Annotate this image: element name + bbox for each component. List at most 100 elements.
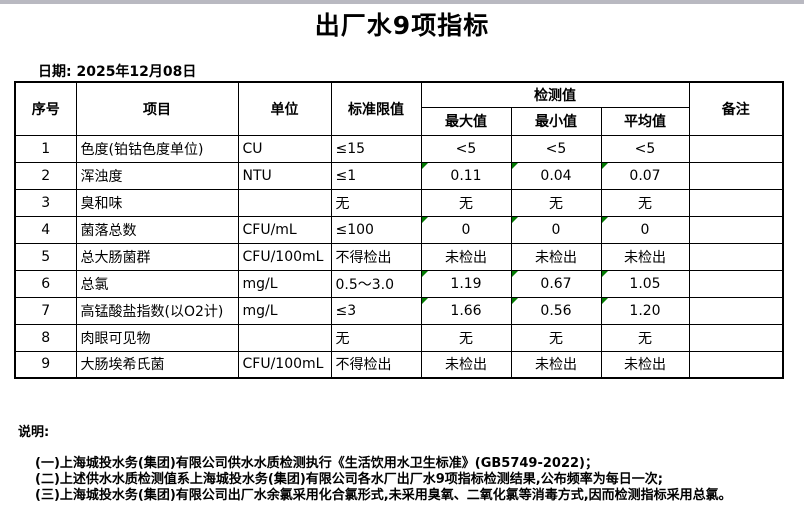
cell-remark bbox=[688, 242, 784, 271]
cell-item: 臭和味 bbox=[75, 188, 239, 217]
cell-limit: 不得检出 bbox=[330, 350, 422, 379]
date-label: 日期: 2025年12月08日 bbox=[38, 64, 197, 80]
cell-avg: 无 bbox=[600, 323, 690, 352]
cell-min: <5 bbox=[510, 134, 602, 163]
cell-avg: 1.20 bbox=[600, 296, 690, 325]
cell-unit: CFU/mL bbox=[237, 215, 332, 244]
cell-min: 无 bbox=[510, 188, 602, 217]
header-item: 项目 bbox=[75, 81, 239, 136]
cell-min: 无 bbox=[510, 323, 602, 352]
cell-limit: ≤100 bbox=[330, 215, 422, 244]
header-limit: 标准限值 bbox=[330, 81, 422, 136]
cell-remark bbox=[688, 215, 784, 244]
cell-item: 菌落总数 bbox=[75, 215, 239, 244]
cell-min: 未检出 bbox=[510, 242, 602, 271]
cell-min: 未检出 bbox=[510, 350, 602, 379]
cell-avg: 0.07 bbox=[600, 161, 690, 190]
cell-limit: 0.5～3.0 bbox=[330, 269, 422, 298]
table-row: 8 肉眼可见物无无无无 bbox=[14, 323, 784, 352]
cell-item: 肉眼可见物 bbox=[75, 323, 239, 352]
cell-limit: ≤3 bbox=[330, 296, 422, 325]
header-row-top: 序号 项目 单位 标准限值 检测值 备注 bbox=[14, 81, 784, 136]
table-body: 1 色度(铂钴色度单位) CU ≤15 <5 <5 <5 2 浑浊度 NTU ≤1 0.11 0.04 0… bbox=[14, 134, 784, 379]
cell-limit: 无 bbox=[330, 188, 422, 217]
cell-min: 0 bbox=[510, 215, 602, 244]
cell-min: 0.04 bbox=[510, 161, 602, 190]
cell-unit: CFU/100mL bbox=[237, 242, 332, 271]
cell-index: 2 bbox=[14, 161, 77, 190]
cell-unit: mg/L bbox=[237, 269, 332, 298]
header-avg: 平均值 bbox=[600, 106, 690, 136]
cell-min: 0.67 bbox=[510, 269, 602, 298]
cell-avg: <5 bbox=[600, 134, 690, 163]
water-quality-table: 序号 项目 单位 标准限值 检测值 备注 最大值 最小值 平均值 1 色度(铂钴色… bbox=[14, 81, 784, 379]
table-row: 7 高锰酸盐指数(以O2计) mg/L ≤3 1.66 0.56 1.20 bbox=[14, 296, 784, 325]
header-min: 最小值 bbox=[510, 106, 602, 136]
cell-max: 0.11 bbox=[420, 161, 512, 190]
cell-remark bbox=[688, 161, 784, 190]
cell-remark bbox=[688, 188, 784, 217]
cell-remark bbox=[688, 323, 784, 352]
cell-limit: ≤15 bbox=[330, 134, 422, 163]
table-row: 9 大肠埃希氏菌 CFU/100mL 不得检出 未检出 未检出 未检出 bbox=[14, 350, 784, 379]
cell-unit: CFU/100mL bbox=[237, 350, 332, 379]
cell-item: 高锰酸盐指数(以O2计) bbox=[75, 296, 239, 325]
table-row: 6 总氯 mg/L 0.5～3.0 1.19 0.67 1.05 bbox=[14, 269, 784, 298]
cell-unit bbox=[237, 188, 332, 217]
header-row-sub: 最大值 最小值 平均值 bbox=[15, 106, 783, 136]
table-row: 2 浑浊度 NTU ≤1 0.11 0.04 0.07 bbox=[14, 161, 784, 190]
header-max: 最大值 bbox=[420, 106, 512, 136]
header-remark: 备注 bbox=[688, 81, 784, 136]
cell-unit: CU bbox=[237, 134, 332, 163]
header-unit: 单位 bbox=[237, 81, 332, 136]
note-line-2: (二)上述供水水质检测值系上海城投水务(集团)有限公司各水厂出厂水9项指标检测结… bbox=[35, 472, 663, 487]
table-row: 1 色度(铂钴色度单位) CU ≤15 <5 <5 <5 bbox=[14, 134, 784, 163]
cell-item: 总大肠菌群 bbox=[75, 242, 239, 271]
cell-limit: ≤1 bbox=[330, 161, 422, 190]
cell-index: 6 bbox=[14, 269, 77, 298]
cell-max: 未检出 bbox=[420, 242, 512, 271]
cell-item: 色度(铂钴色度单位) bbox=[75, 134, 239, 163]
cell-index: 3 bbox=[14, 188, 77, 217]
cell-index: 7 bbox=[14, 296, 77, 325]
cell-max: <5 bbox=[420, 134, 512, 163]
cell-min: 0.56 bbox=[510, 296, 602, 325]
cell-remark bbox=[688, 296, 784, 325]
cell-max: 0 bbox=[420, 215, 512, 244]
cell-max: 无 bbox=[420, 188, 512, 217]
cell-unit bbox=[237, 323, 332, 352]
cell-avg: 未检出 bbox=[600, 242, 690, 271]
cell-max: 1.66 bbox=[420, 296, 512, 325]
cell-avg: 1.05 bbox=[600, 269, 690, 298]
page-title: 出厂水9项指标 bbox=[314, 11, 490, 40]
header-detection-group: 检测值 bbox=[420, 81, 690, 108]
notes-section: 说明: (一)上海城投水务(集团)有限公司供水水质检测执行《生活饮用水卫生标准》… bbox=[18, 421, 788, 504]
cell-max: 未检出 bbox=[420, 350, 512, 379]
cell-index: 9 bbox=[14, 350, 77, 379]
table-row: 3 臭和味无无无无 bbox=[14, 188, 784, 217]
cell-max: 1.19 bbox=[420, 269, 512, 298]
cell-unit: NTU bbox=[237, 161, 332, 190]
cell-item: 总氯 bbox=[75, 269, 239, 298]
note-line-3: (三)上海城投水务(集团)有限公司出厂水余氯采用化合氯形式,未采用臭氧、二氧化氯… bbox=[35, 488, 732, 503]
cell-remark bbox=[688, 134, 784, 163]
table-row: 4 菌落总数 CFU/mL ≤100 0 0 0 bbox=[14, 215, 784, 244]
cell-remark bbox=[688, 269, 784, 298]
cell-item: 浑浊度 bbox=[75, 161, 239, 190]
note-line-1: (一)上海城投水务(集团)有限公司供水水质检测执行《生活饮用水卫生标准》(GB5… bbox=[35, 456, 598, 471]
cell-limit: 无 bbox=[330, 323, 422, 352]
cell-index: 8 bbox=[14, 323, 77, 352]
cell-index: 4 bbox=[14, 215, 77, 244]
cell-max: 无 bbox=[420, 323, 512, 352]
cell-avg: 未检出 bbox=[600, 350, 690, 379]
header-index: 序号 bbox=[14, 81, 77, 136]
cell-remark bbox=[688, 350, 784, 379]
cell-index: 1 bbox=[14, 134, 77, 163]
cell-avg: 0 bbox=[600, 215, 690, 244]
window-top-bar bbox=[0, 0, 804, 4]
cell-index: 5 bbox=[14, 242, 77, 271]
cell-item: 大肠埃希氏菌 bbox=[75, 350, 239, 379]
table-row: 5 总大肠菌群 CFU/100mL 不得检出 未检出 未检出 未检出 bbox=[14, 242, 784, 271]
cell-avg: 无 bbox=[600, 188, 690, 217]
